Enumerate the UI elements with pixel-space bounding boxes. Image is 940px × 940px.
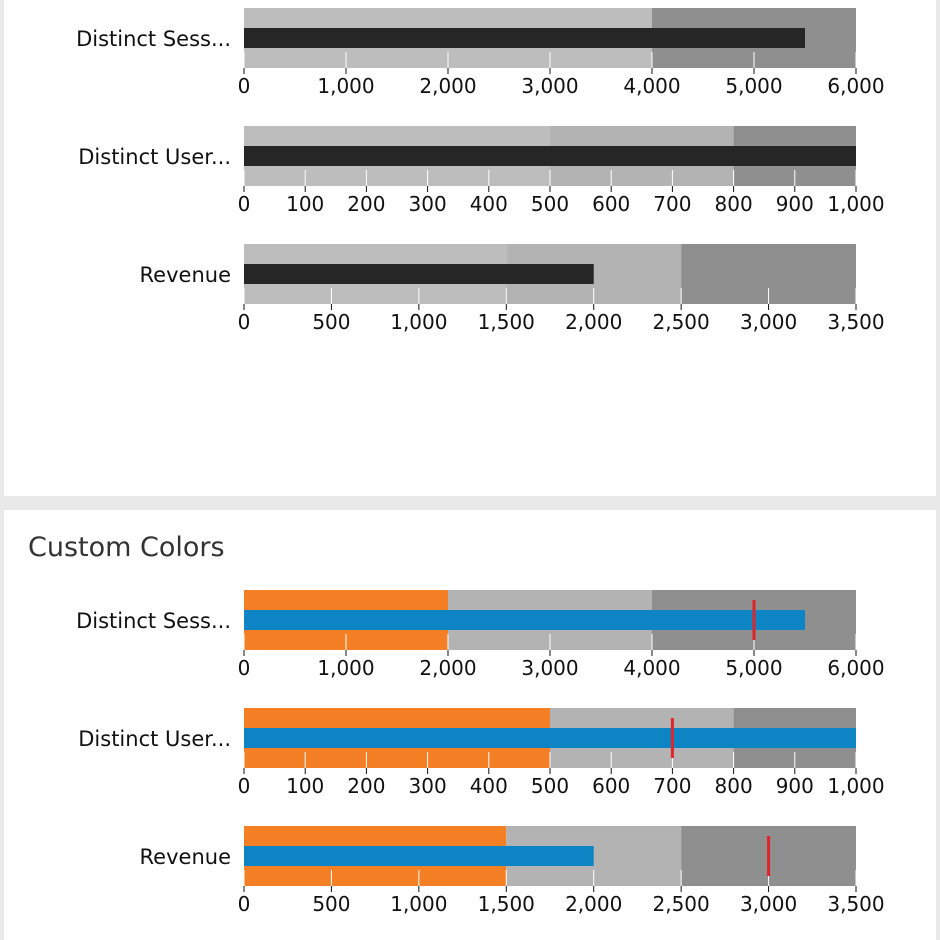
- tick-label: 0: [238, 310, 251, 334]
- measure-bar: [244, 264, 594, 284]
- tick-label: 300: [409, 192, 447, 216]
- tick-label: 400: [470, 192, 508, 216]
- tick-label: 0: [238, 192, 251, 216]
- bullet-row: 0 1,000 2,000 3,000 4,000 5,000 6,000 Distinct …: [76, 590, 885, 680]
- tick-label: 600: [592, 192, 630, 216]
- tick-label: 2,500: [653, 310, 710, 334]
- measure-bar: [244, 610, 805, 630]
- measure-bar: [244, 728, 856, 748]
- tick-label: 6,000: [827, 74, 884, 98]
- tick-label: 0: [238, 892, 251, 916]
- tick-label: 3,000: [521, 74, 578, 98]
- row-label: Revenue: [140, 845, 231, 869]
- panel-custom-colors: Custom Colors 0 1,000 2,000 3,000 4,000 5,000…: [4, 510, 936, 940]
- tick-label: 700: [653, 774, 691, 798]
- tick-label: 600: [592, 774, 630, 798]
- tick-label: 1,500: [478, 892, 535, 916]
- tick-label: 100: [286, 774, 324, 798]
- tick-label: 3,000: [521, 656, 578, 680]
- tick-label: 900: [776, 774, 814, 798]
- tick-label: 2,500: [653, 892, 710, 916]
- measure-bar: [244, 846, 594, 866]
- measure-bar: [244, 146, 856, 166]
- tick-label: 1,000: [827, 774, 884, 798]
- tick-label: 500: [531, 192, 569, 216]
- row-label: Distinct User...: [78, 727, 231, 751]
- tick-label: 500: [312, 310, 350, 334]
- tick-label: 300: [409, 774, 447, 798]
- tick-label: 1,000: [317, 74, 374, 98]
- tick-label: 200: [347, 192, 385, 216]
- tick-label: 2,000: [565, 310, 622, 334]
- bullet-row: 0 100 200 300 400 500 600 700 800 900 1,000 Distinc…: [78, 708, 885, 798]
- tick-label: 1,000: [390, 892, 447, 916]
- tick-label: 200: [347, 774, 385, 798]
- bullet-row: 0 500 1,000 1,500 2,000 2,500 3,000 3,500 Revenu…: [140, 826, 885, 916]
- tick-label: 3,000: [740, 310, 797, 334]
- tick-label: 1,000: [390, 310, 447, 334]
- measure-bar: [244, 28, 805, 48]
- tick-label: 5,000: [725, 656, 782, 680]
- tick-label: 500: [531, 774, 569, 798]
- bullet-row: 0 500 1,000 1,500 2,000 2,500 3,000 3,500 Revenu…: [140, 244, 885, 334]
- tick-label: 1,500: [478, 310, 535, 334]
- tick-label: 3,500: [827, 892, 884, 916]
- tick-label: 0: [238, 774, 251, 798]
- tick-label: 0: [238, 74, 251, 98]
- target-marker: [670, 718, 674, 758]
- target-marker: [767, 836, 771, 876]
- tick-label: 900: [776, 192, 814, 216]
- tick-label: 1,000: [317, 656, 374, 680]
- row-label: Distinct Sess...: [76, 609, 231, 633]
- tick-label: 2,000: [419, 656, 476, 680]
- tick-label: 100: [286, 192, 324, 216]
- row-label: Revenue: [140, 263, 231, 287]
- bullet-row: 0 1,000 2,000 3,000 4,000 5,000 6,000 Distinct …: [76, 8, 885, 98]
- tick-label: 4,000: [623, 656, 680, 680]
- tick-label: 6,000: [827, 656, 884, 680]
- tick-label: 800: [715, 774, 753, 798]
- bullet-row: 0 100 200 300 400 500 600 700 800 900 1,000 Distinc…: [78, 126, 885, 216]
- tick-label: 500: [312, 892, 350, 916]
- tick-label: 700: [653, 192, 691, 216]
- tick-label: 4,000: [623, 74, 680, 98]
- tick-label: 2,000: [565, 892, 622, 916]
- target-marker: [752, 600, 756, 640]
- row-label: Distinct User...: [78, 145, 231, 169]
- tick-label: 800: [715, 192, 753, 216]
- panel-title: Custom Colors: [28, 532, 225, 563]
- tick-label: 3,500: [827, 310, 884, 334]
- tick-label: 2,000: [419, 74, 476, 98]
- tick-label: 1,000: [827, 192, 884, 216]
- bullet-chart-custom-colors: 0 1,000 2,000 3,000 4,000 5,000 6,000 Distinct …: [76, 590, 885, 916]
- tick-label: 0: [238, 656, 251, 680]
- tick-label: 400: [470, 774, 508, 798]
- tick-label: 3,000: [740, 892, 797, 916]
- bullet-chart-top: 0 1,000 2,000 3,000 4,000 5,000 6,000 Distinct …: [76, 8, 885, 334]
- panel-top: 0 1,000 2,000 3,000 4,000 5,000 6,000 Distinct …: [4, 0, 936, 496]
- tick-label: 5,000: [725, 74, 782, 98]
- row-label: Distinct Sess...: [76, 27, 231, 51]
